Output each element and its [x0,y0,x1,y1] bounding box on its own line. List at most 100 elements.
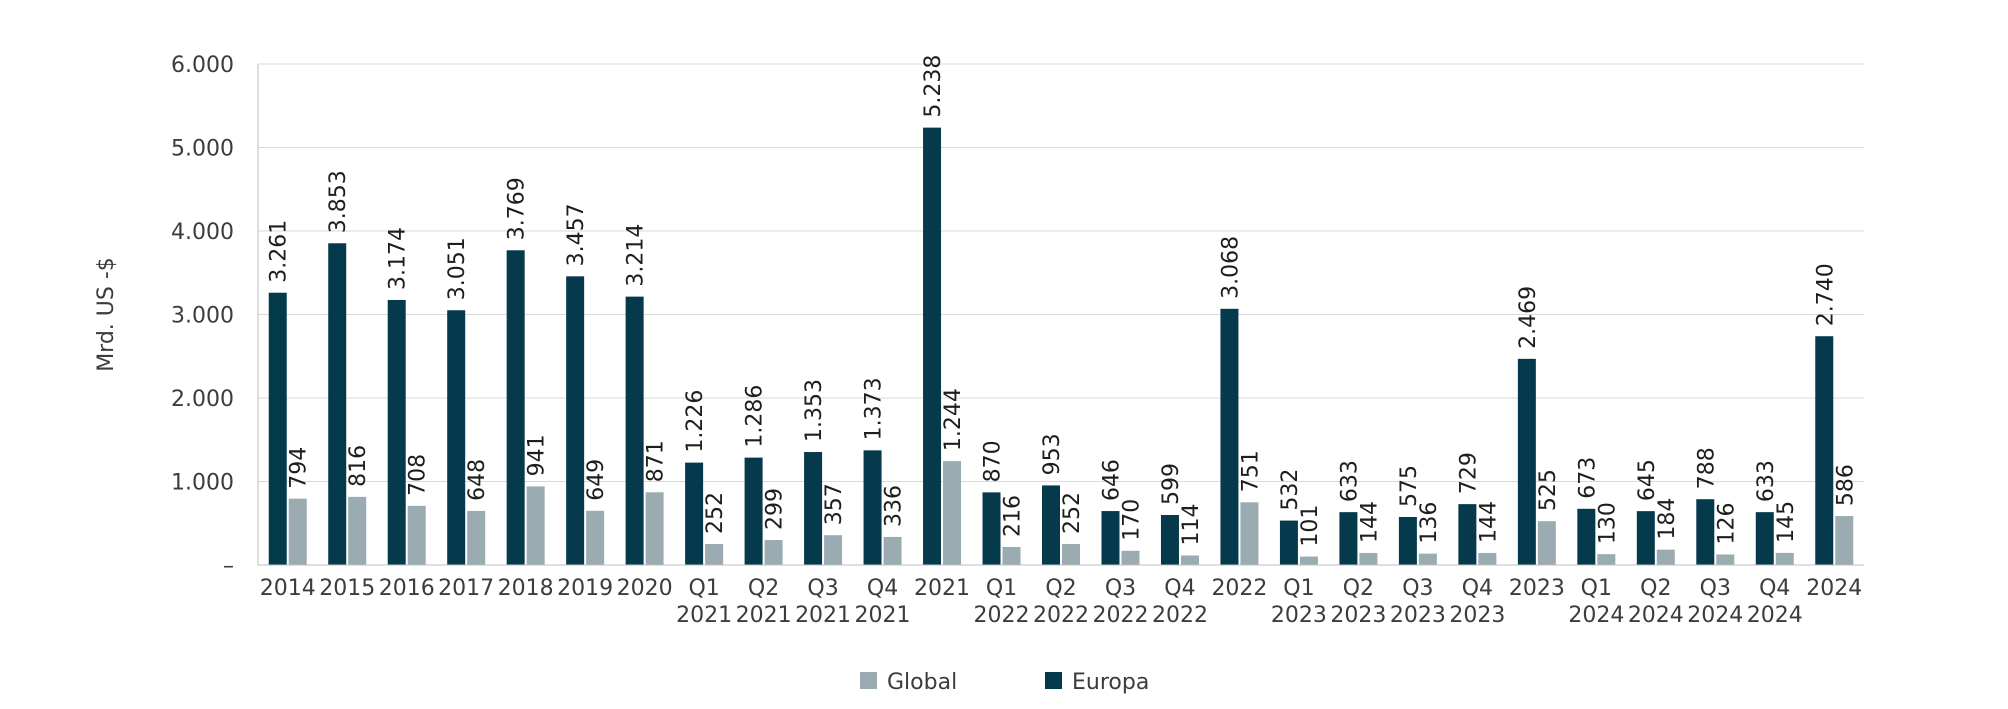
data-label-europa: 633 [1754,460,1779,502]
x-tick-label: 2020 [617,576,673,601]
data-label-global: 941 [525,434,550,476]
bar-europa [387,299,406,565]
x-tick-label: 2023 [1390,603,1446,628]
data-label-europa: 3.051 [445,237,470,300]
x-tick-label: 2021 [736,603,792,628]
x-tick-label: Q3 [1105,576,1136,601]
data-label-europa: 2.469 [1516,286,1541,349]
data-label-europa: 1.353 [802,379,827,442]
bar-europa [804,452,823,565]
data-label-global: 649 [584,459,609,501]
x-tick-label: 2022 [1211,576,1267,601]
bar-europa [1458,504,1477,565]
x-tick-label: Q4 [1462,576,1493,601]
y-tick-label: 3.000 [171,304,234,329]
data-label-global: 794 [287,447,312,489]
bar-global [943,461,962,565]
data-label-europa: 5.238 [921,55,946,118]
data-label-global: 1.244 [941,388,966,451]
data-label-europa: 3.174 [386,227,411,290]
data-label-europa: 1.226 [683,390,708,453]
bar-europa [1279,520,1298,565]
data-label-europa: 3.214 [624,224,649,287]
data-label-europa: 575 [1397,465,1422,507]
x-tick-label: 2021 [676,603,732,628]
data-labels: 3.261 794 3.853 816 3.174 708 3.051 648 3.769 941… [267,55,1859,547]
x-tick-label: Q3 [1700,576,1731,601]
bar-global [1478,552,1497,565]
x-tick-label: 2019 [557,576,613,601]
data-label-europa: 3.261 [267,220,292,283]
x-tick-label: 2022 [1152,603,1208,628]
x-tick-label: 2014 [260,576,316,601]
x-tick-label: Q3 [1402,576,1433,601]
y-tick-label: 1.000 [171,471,234,496]
bar-global [1121,550,1140,565]
bar-global [288,498,307,565]
data-label-europa: 729 [1456,452,1481,494]
bar-europa [1398,516,1417,565]
x-tick-label: Q4 [1164,576,1195,601]
bar-global [645,492,664,565]
data-label-europa: 646 [1099,459,1124,501]
bar-europa [268,292,287,565]
bar-europa [1220,308,1239,565]
data-label-global: 144 [1476,501,1501,543]
bar-europa [1042,485,1060,565]
bar-europa [1101,511,1120,565]
data-label-global: 816 [346,445,371,487]
x-tick-label: 2024 [1806,576,1862,601]
data-label-europa: 2.740 [1813,263,1838,326]
bar-europa [447,310,466,565]
bar-global [1716,554,1735,565]
x-tick-label: Q2 [1640,576,1671,601]
x-tick-label: Q2 [1045,576,1076,601]
legend-swatch-global [860,672,877,689]
bar-europa [982,492,1001,565]
legend-swatch-europa [1045,672,1062,689]
data-label-europa: 532 [1278,469,1303,511]
x-tick-label: 2024 [1568,603,1624,628]
data-label-global: 357 [822,483,847,525]
bar-global [764,540,783,565]
bar-europa [1636,511,1655,565]
bar-global [1299,556,1318,565]
data-label-europa: 788 [1694,447,1719,489]
data-label-global: 586 [1833,464,1858,506]
data-label-europa: 3.853 [326,170,351,233]
x-tick-label: Q2 [748,576,779,601]
x-tick-label: 2015 [319,576,375,601]
bar-europa [506,250,525,565]
data-label-global: 299 [763,488,788,530]
bars [268,127,1854,565]
x-tick-label: 2024 [1628,603,1684,628]
data-label-global: 170 [1119,499,1144,541]
data-label-global: 336 [882,485,907,527]
x-tick-label: 2023 [1509,576,1565,601]
bar-europa [566,276,585,565]
data-label-europa: 3.068 [1218,236,1243,299]
data-label-global: 184 [1655,498,1680,540]
data-label-europa: 633 [1337,460,1362,502]
data-label-global: 871 [644,440,669,482]
data-label-global: 101 [1298,505,1323,547]
data-label-global: 136 [1417,502,1442,544]
data-label-global: 751 [1238,450,1263,492]
x-tick-label: Q2 [1343,576,1374,601]
data-label-global: 648 [465,459,490,501]
y-tick-label: 4.000 [171,220,234,245]
data-label-europa: 599 [1159,463,1184,505]
bar-global [883,536,902,565]
y-tick-label: 5.000 [171,137,234,162]
legend-label-europa: Europa [1072,670,1149,695]
x-tick-label: 2018 [498,576,554,601]
bar-europa [1577,508,1596,565]
y-axis-ticks: – 1.000 2.000 3.000 4.000 5.000 6.000 [171,53,234,579]
legend: Global Europa [860,670,1149,695]
x-tick-label: 2024 [1687,603,1743,628]
legend-label-global: Global [887,670,957,695]
x-tick-label: 2024 [1747,603,1803,628]
bar-global [705,543,724,565]
data-label-global: 144 [1357,501,1382,543]
